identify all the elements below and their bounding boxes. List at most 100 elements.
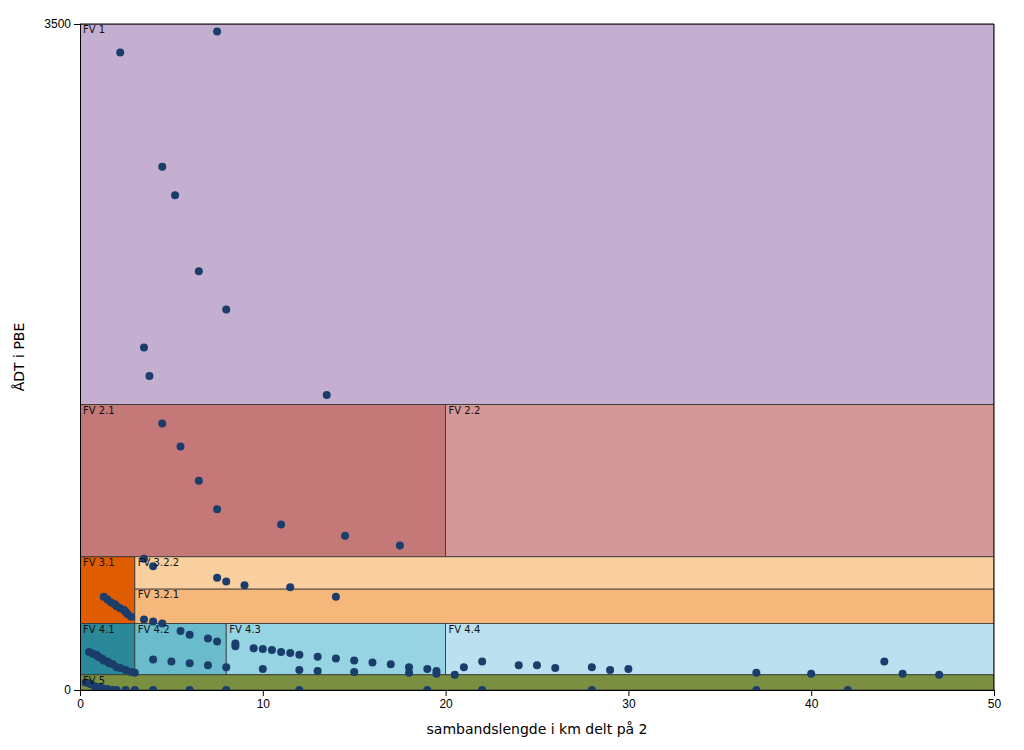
point <box>204 661 212 669</box>
point <box>396 541 404 549</box>
axis-line <box>74 25 81 691</box>
point <box>140 616 148 624</box>
tick: 10 <box>257 690 271 711</box>
point <box>332 655 340 663</box>
point <box>323 391 331 399</box>
point <box>387 660 395 668</box>
zone <box>135 557 994 589</box>
zone-label: FV 5 <box>83 675 105 686</box>
point <box>122 686 130 690</box>
tick: 0 <box>64 683 80 697</box>
zone <box>80 557 135 624</box>
zone <box>80 623 135 674</box>
point <box>588 686 596 690</box>
frame <box>80 24 994 25</box>
frame <box>994 24 995 690</box>
zone-label: FV 4.4 <box>449 624 481 635</box>
point <box>807 670 815 678</box>
tick-mark <box>263 690 264 696</box>
point <box>844 686 852 690</box>
point <box>606 666 614 674</box>
tick: 50 <box>988 690 1002 711</box>
point <box>250 644 258 652</box>
point <box>478 657 486 665</box>
tick-label: 3500 <box>44 17 71 31</box>
point <box>752 669 760 677</box>
zone <box>80 405 446 557</box>
zone <box>135 623 226 674</box>
point <box>314 667 322 675</box>
zone <box>446 405 994 557</box>
chart: FV 1FV 2.1FV 2.2FV 3.1FV 3.2.2FV 3.2.1FV… <box>0 0 1024 750</box>
tick-label: 40 <box>805 697 819 711</box>
y-axis-title: ÅDT i PBE <box>11 323 27 392</box>
point <box>368 658 376 666</box>
point <box>167 657 175 665</box>
point <box>341 532 349 540</box>
point <box>213 637 221 645</box>
zone-label: FV 1 <box>83 24 105 35</box>
point <box>116 49 124 57</box>
point <box>286 583 294 591</box>
point <box>171 191 179 199</box>
tick: 3500 <box>44 17 80 31</box>
tick: 20 <box>439 690 453 711</box>
point <box>149 686 157 690</box>
zone <box>80 675 994 690</box>
y-axis: 0 3500 <box>44 17 80 697</box>
point <box>350 668 358 676</box>
point <box>177 627 185 635</box>
zone-label: FV 4.1 <box>83 624 115 635</box>
point <box>158 420 166 428</box>
point <box>113 686 121 690</box>
tick-mark <box>446 690 447 696</box>
point <box>460 663 468 671</box>
tick-label: 30 <box>622 697 636 711</box>
zone-label: FV 3.1 <box>83 557 115 568</box>
point <box>935 671 943 679</box>
tick-label: 0 <box>77 697 84 711</box>
zone <box>226 623 445 674</box>
point <box>127 613 135 621</box>
tick: 40 <box>805 690 819 711</box>
zone-label: FV 4.2 <box>138 624 170 635</box>
x-axis-title: sambandslengde i km delt på 2 <box>427 721 648 737</box>
point <box>213 574 221 582</box>
point <box>222 663 230 671</box>
point <box>131 686 139 690</box>
point <box>213 28 221 36</box>
point <box>222 686 230 690</box>
point <box>432 670 440 678</box>
point <box>222 305 230 313</box>
point <box>241 581 249 589</box>
point <box>533 661 541 669</box>
point <box>195 477 203 485</box>
tick-mark <box>74 24 80 25</box>
point <box>231 642 239 650</box>
tick-mark <box>74 690 80 691</box>
zone-label: FV 3.2.1 <box>138 589 179 600</box>
point <box>295 651 303 659</box>
zone-label: FV 3.2.2 <box>138 557 179 568</box>
tick-mark <box>994 690 995 696</box>
point <box>145 372 153 380</box>
zone-label: FV 2.2 <box>449 405 481 416</box>
point <box>259 665 267 673</box>
point <box>186 659 194 667</box>
point <box>624 665 632 673</box>
point <box>277 648 285 656</box>
point <box>405 669 413 677</box>
tick: 30 <box>622 690 636 711</box>
zone-label: FV 4.3 <box>229 624 261 635</box>
point <box>478 686 486 690</box>
tick-mark <box>628 690 629 696</box>
axis-line <box>81 691 995 697</box>
point <box>186 631 194 639</box>
point <box>140 343 148 351</box>
point <box>259 645 267 653</box>
point <box>131 669 139 677</box>
tick: 0 <box>77 690 84 711</box>
point <box>213 505 221 513</box>
point <box>295 686 303 690</box>
point <box>752 686 760 690</box>
